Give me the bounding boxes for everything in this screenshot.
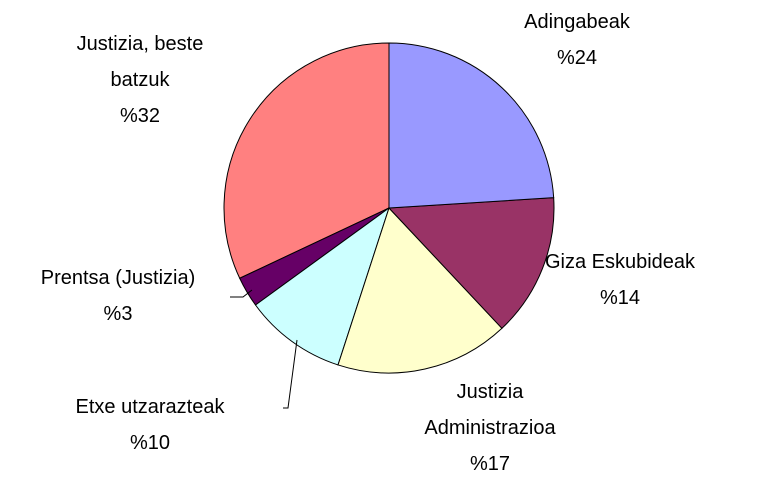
value-label: %32 [119, 105, 161, 127]
pie-slice [337, 207, 503, 374]
value-label: %24 [556, 47, 598, 69]
category-label: Etxe utzarazteak [75, 396, 225, 418]
value-label: %3 [103, 303, 133, 325]
slice-label: Justizia, beste batzuk %32 [55, 26, 225, 134]
slice-label: Adingabeak %24 [477, 4, 677, 76]
pie-slice [254, 206, 390, 366]
value-label: %14 [599, 287, 641, 309]
slice-label: Prentsa (Justizia) %3 [0, 260, 238, 332]
value-label: %17 [469, 453, 511, 475]
category-label: Adingabeak [524, 11, 630, 33]
pie-slice [387, 197, 555, 329]
category-label: Prentsa (Justizia) [40, 267, 196, 289]
value-label: %10 [129, 432, 171, 454]
category-label: Giza Eskubideak [544, 251, 696, 273]
pie-slice [223, 42, 390, 279]
slice-label: Justizia Administrazioa %17 [400, 374, 580, 477]
leader-line [230, 289, 253, 298]
leader-line [283, 339, 298, 409]
category-label: Justizia, beste batzuk [76, 33, 204, 91]
category-label: Justizia Administrazioa [424, 381, 556, 439]
slice-label: Etxe utzarazteak %10 [20, 389, 280, 461]
pie-slice [388, 42, 555, 209]
slice-label: Giza Eskubideak %14 [520, 244, 720, 316]
